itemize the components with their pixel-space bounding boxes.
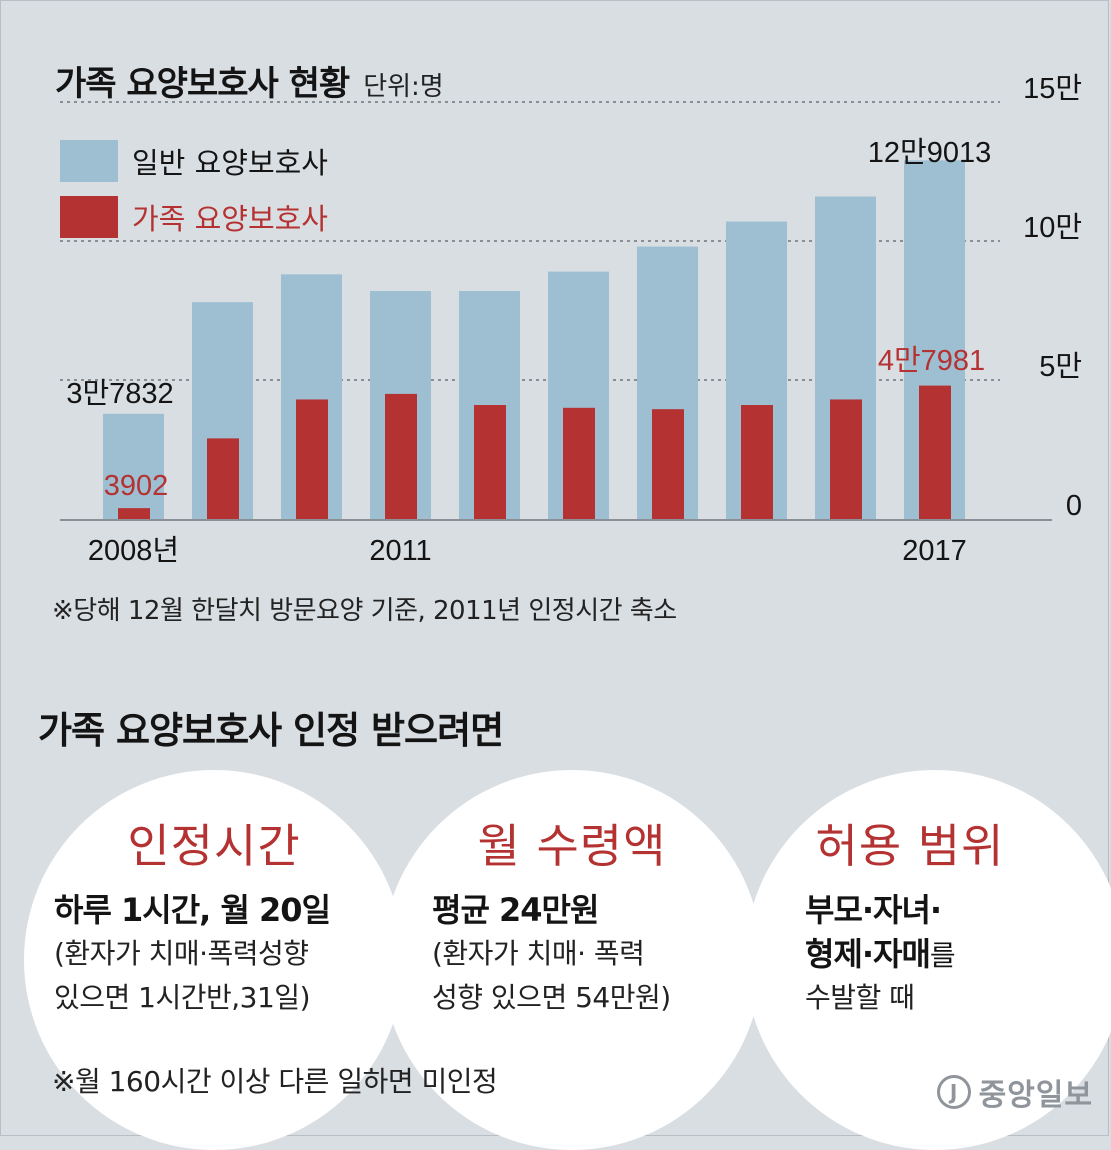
card-recognition-time: 인정시간 하루 1시간, 월 20일 (환자가 치매·폭력성향 있으면 1시간반… — [24, 770, 404, 1150]
legend-label-general: 일반 요양보호사 — [132, 146, 328, 180]
card-main-text-2-suffix: 를 — [929, 939, 956, 972]
chart-header: 가족 요양보호사 현황 단위:명 — [55, 56, 444, 105]
logo-mark-icon: J — [936, 1075, 971, 1109]
data-label-general: 3만7832 — [66, 378, 173, 410]
card-sub-text-1: (환자가 치매· 폭력 — [432, 937, 645, 970]
card-main-text-1: 부모·자녀· — [805, 891, 942, 929]
chart-title: 가족 요양보호사 현황 — [55, 64, 350, 104]
card-heading: 월 수령액 — [477, 819, 667, 873]
legend-label-family: 가족 요양보호사 — [132, 202, 328, 236]
bar-family — [385, 393, 417, 519]
bar-chart: 0 5만 10만 15만 2008년 2011 2017 3만7832 3902 12만9013 4… — [60, 73, 1082, 567]
card-heading: 허용 범위 — [815, 819, 1005, 873]
card-allowed-range: 허용 범위 부모·자녀· 형제·자매를 수발할 때 — [745, 770, 1111, 1150]
bar-general — [103, 413, 164, 519]
card-main-text-2: 형제·자매를 — [805, 932, 956, 978]
card-main-text: 평균 24만원 — [432, 891, 599, 929]
chart-footnote: ※당해 12월 한달치 방문요양 기준, 2011년 인정시간 축소 — [52, 596, 677, 626]
card-heading: 인정시간 — [127, 819, 301, 873]
chart-unit: 단위:명 — [363, 72, 444, 102]
y-tick-label: 10만 — [1023, 212, 1082, 244]
card-sub-text-1: 수발할 때 — [805, 981, 915, 1014]
x-tick-label: 2008년 — [88, 535, 179, 567]
bar-family — [919, 385, 951, 519]
y-tick-label: 0 — [1066, 490, 1082, 522]
bar-family — [741, 405, 773, 519]
legend-item-family: 가족 요양보호사 — [60, 194, 328, 240]
bar-family — [118, 508, 150, 519]
bar-family — [207, 438, 239, 519]
data-label-general: 12만9013 — [868, 137, 991, 169]
legend-item-general: 일반 요양보호사 — [60, 138, 328, 184]
card-main-text: 하루 1시간, 월 20일 — [54, 891, 331, 929]
legend-swatch-family — [60, 196, 118, 238]
bar-family — [563, 407, 595, 519]
card-sub-text-1: (환자가 치매·폭력성향 — [54, 937, 309, 970]
data-label-family: 3902 — [104, 470, 169, 502]
legend-swatch-general — [60, 140, 118, 182]
logo-text: 중앙일보 — [978, 1078, 1093, 1113]
card-sub-text-2: 성향 있으면 54만원) — [432, 981, 671, 1014]
bottom-footnote: ※월 160시간 이상 다른 일하면 미인정 — [52, 1065, 498, 1098]
card-monthly-amount: 월 수령액 평균 24만원 (환자가 치매· 폭력 성향 있으면 54만원) — [382, 770, 762, 1150]
section-title: 가족 요양보호사 인정 받으려면 — [38, 709, 504, 752]
bar-family — [474, 405, 506, 519]
card-sub-text-2: 있으면 1시간반,31일) — [54, 981, 311, 1014]
x-tick-label: 2017 — [902, 535, 967, 567]
bar-family — [652, 409, 684, 519]
card-main-text-2-bold: 형제·자매 — [805, 935, 931, 973]
bar-family — [296, 399, 328, 519]
data-label-family: 4만7981 — [878, 345, 985, 377]
chart-legend: 일반 요양보호사 가족 요양보호사 — [60, 138, 328, 250]
y-tick-label: 5만 — [1039, 351, 1082, 383]
publisher-logo: J 중앙일보 — [936, 1070, 1093, 1114]
bar-family — [830, 399, 862, 519]
x-tick-label: 2011 — [369, 535, 431, 567]
y-tick-label: 15만 — [1023, 73, 1082, 105]
